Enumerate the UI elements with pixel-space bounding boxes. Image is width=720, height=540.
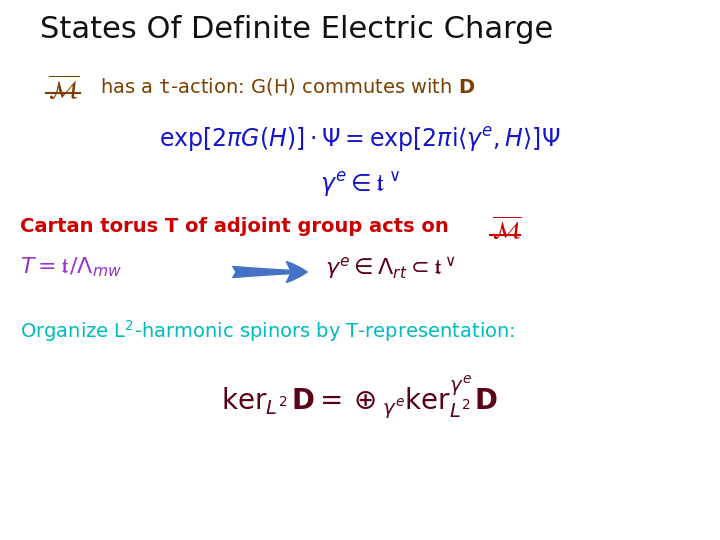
Text: $\overline{\mathcal{M}}$: $\overline{\mathcal{M}}$ <box>48 75 79 103</box>
Text: States Of Definite Electric Charge: States Of Definite Electric Charge <box>40 15 553 44</box>
Text: $\overline{\mathcal{M}}$: $\overline{\mathcal{M}}$ <box>492 217 521 243</box>
Text: $\ker_{L^2}\mathbf{D} = \oplus_{\gamma^e} \ker^{\gamma^e}_{L^2}\mathbf{D}$: $\ker_{L^2}\mathbf{D} = \oplus_{\gamma^e… <box>221 375 499 421</box>
Text: $T = \mathfrak{t}/\Lambda_{mw}$: $T = \mathfrak{t}/\Lambda_{mw}$ <box>20 255 122 279</box>
Text: Organize L$^2$-harmonic spinors by T-representation:: Organize L$^2$-harmonic spinors by T-rep… <box>20 318 515 344</box>
Text: $\exp[2\pi G(H)] \cdot \Psi = \exp[2\pi\mathrm{i}\langle \gamma^e, H\rangle]\Psi: $\exp[2\pi G(H)] \cdot \Psi = \exp[2\pi\… <box>159 125 561 154</box>
Text: Cartan torus T of adjoint group acts on: Cartan torus T of adjoint group acts on <box>20 217 449 236</box>
Text: $\gamma^e \in \Lambda_{rt} \subset \mathfrak{t}^\vee$: $\gamma^e \in \Lambda_{rt} \subset \math… <box>325 255 456 281</box>
FancyArrowPatch shape <box>233 261 307 282</box>
Text: has a $\mathtt{t}$-action: G(H) commutes with $\mathbf{D}$: has a $\mathtt{t}$-action: G(H) commutes… <box>100 76 475 97</box>
Text: $\gamma^e \in \mathfrak{t}^\vee$: $\gamma^e \in \mathfrak{t}^\vee$ <box>320 170 400 199</box>
